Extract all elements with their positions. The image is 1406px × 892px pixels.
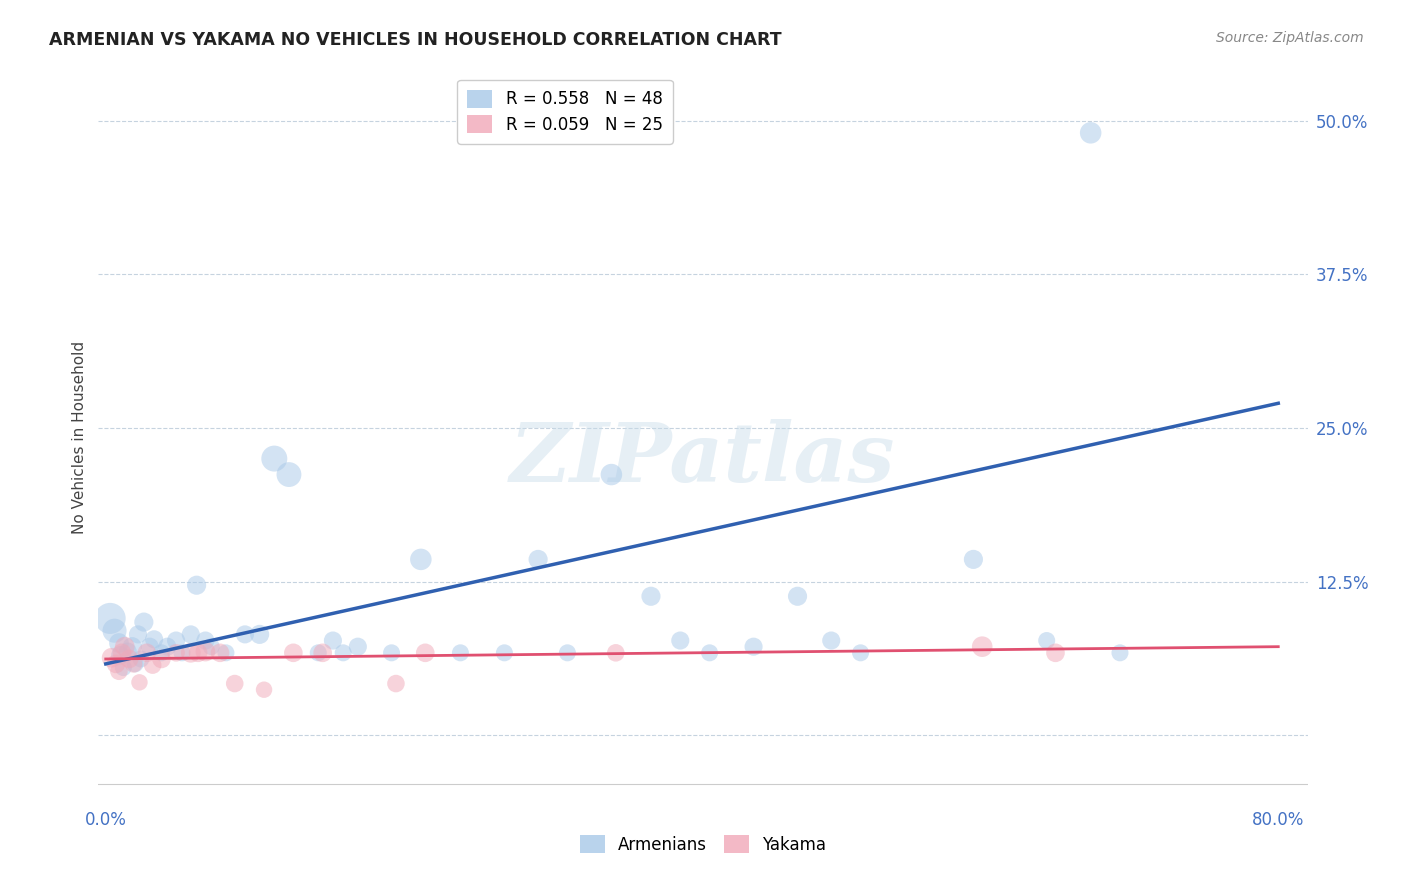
Point [600,467,623,482]
Point [307,646,329,660]
Y-axis label: No Vehicles in Household: No Vehicles in Household [72,341,87,533]
Point [849,646,872,660]
Text: ZIPatlas: ZIPatlas [510,419,896,499]
Point [640,589,662,603]
Point [122,657,145,671]
Text: Source: ZipAtlas.com: Source: ZipAtlas.com [1216,31,1364,45]
Point [385,676,408,690]
Point [278,467,301,482]
Point [118,652,141,666]
Point [311,646,333,660]
Point [494,646,516,660]
Point [224,676,246,690]
Point [128,675,150,690]
Point [129,652,152,666]
Point [786,589,808,603]
Point [150,646,173,660]
Point [135,646,157,660]
Point [962,552,984,566]
Point [263,451,285,466]
Point [413,646,436,660]
Point [233,627,256,641]
Point [150,652,173,666]
Point [332,646,354,660]
Point [127,627,149,641]
Point [105,657,128,671]
Point [605,646,627,660]
Point [108,636,131,650]
Point [820,633,842,648]
Point [699,646,721,660]
Legend: Armenians, Yakama: Armenians, Yakama [574,829,832,860]
Point [187,646,209,660]
Point [165,633,187,648]
Point [103,624,125,638]
Point [527,552,550,566]
Point [1045,646,1067,660]
Point [200,640,222,654]
Point [142,658,165,673]
Point [165,646,187,660]
Text: ARMENIAN VS YAKAMA NO VEHICLES IN HOUSEHOLD CORRELATION CHART: ARMENIAN VS YAKAMA NO VEHICLES IN HOUSEH… [49,31,782,49]
Point [114,640,136,654]
Point [409,552,432,566]
Point [110,648,132,663]
Point [100,650,122,665]
Point [557,646,579,660]
Point [111,646,134,660]
Point [1035,633,1057,648]
Point [180,627,202,641]
Point [170,646,193,660]
Point [322,633,344,648]
Point [347,640,370,654]
Point [972,640,994,654]
Point [117,644,139,658]
Point [186,578,208,592]
Point [669,633,692,648]
Point [380,646,402,660]
Point [215,646,238,660]
Point [132,615,155,629]
Point [742,640,765,654]
Point [194,644,217,658]
Point [98,611,121,625]
Point [180,646,202,660]
Point [124,657,146,671]
Point [209,646,232,660]
Point [156,640,179,654]
Point [121,640,143,654]
Point [1109,646,1132,660]
Point [249,627,271,641]
Point [112,660,135,674]
Point [449,646,471,660]
Point [138,640,160,654]
Point [253,682,276,697]
Point [194,633,217,648]
Point [283,646,305,660]
Point [143,632,166,647]
Point [1080,126,1102,140]
Point [108,665,131,679]
